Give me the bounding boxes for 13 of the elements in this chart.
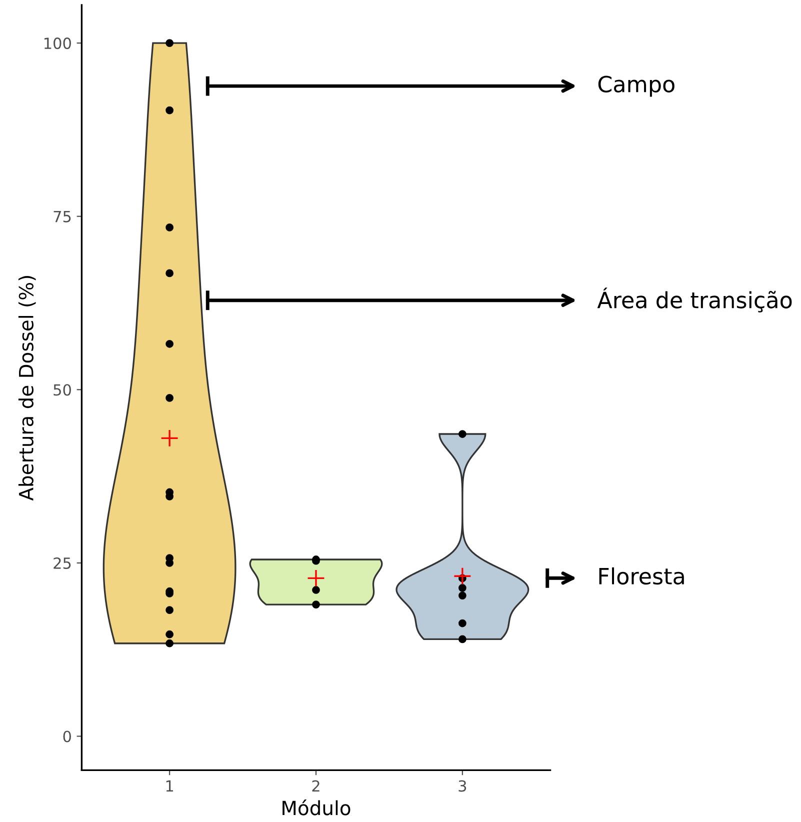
x-tick-label: 3 [458,780,466,792]
text: Floresta [599,567,684,585]
y-tick-label: 75 [54,211,71,222]
y-tick-label: 100 [44,38,71,50]
x-axis-title: Módulo [282,800,350,816]
y-tick-label: 0 [63,730,71,742]
x-tick-label: 2 [312,780,320,792]
y-axis-title: Abertura de Dossel (%) [18,276,36,501]
y-tick-label: 25 [54,557,71,569]
text: Campo [598,76,674,97]
y-tick-label: 50 [54,384,71,396]
text: Área de transição [597,288,792,312]
x-tick-label: 1 [166,780,174,792]
